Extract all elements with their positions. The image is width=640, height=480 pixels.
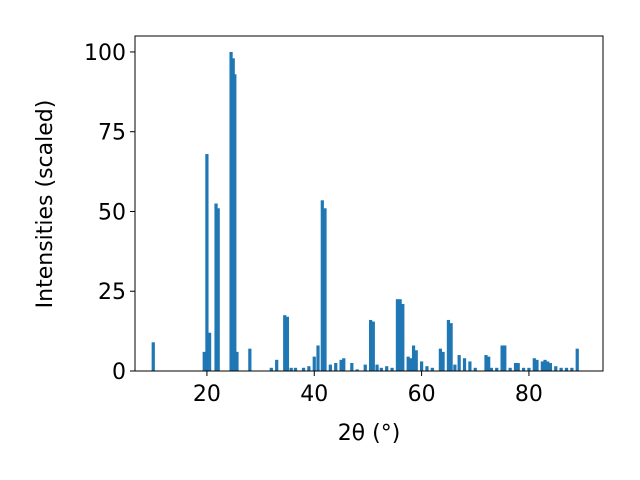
bar [207, 332, 212, 371]
bar [411, 345, 416, 371]
bar [500, 345, 504, 371]
bar [430, 367, 434, 371]
bar [339, 359, 343, 371]
bar [363, 364, 367, 371]
x-tick-label: 80 [515, 382, 543, 407]
bar [438, 348, 442, 371]
bar [334, 363, 338, 371]
bar [316, 345, 320, 371]
bar [285, 316, 290, 371]
bar [320, 200, 324, 371]
bar [554, 366, 558, 371]
bar [355, 369, 359, 371]
bar [441, 351, 445, 371]
bar [425, 366, 429, 371]
bar [275, 359, 279, 371]
bar [570, 367, 574, 371]
bar [289, 367, 293, 371]
bar [301, 367, 306, 371]
bar [473, 367, 477, 371]
x-tick-label: 20 [193, 382, 221, 407]
bar [390, 367, 394, 371]
x-axis-label: 2θ (°) [338, 421, 401, 446]
bar [205, 154, 209, 371]
bar [462, 358, 467, 371]
bar [216, 208, 220, 371]
bar [559, 367, 563, 371]
bar [489, 367, 493, 371]
bar [540, 361, 544, 371]
bar [350, 363, 354, 371]
bar [535, 359, 539, 371]
bar [202, 351, 206, 371]
bar [543, 359, 547, 371]
y-tick-label: 0 [112, 360, 126, 385]
bar [214, 203, 218, 371]
bar [235, 351, 239, 371]
bar [385, 366, 389, 371]
bar [546, 361, 550, 371]
bar [532, 358, 536, 371]
bar [233, 74, 237, 372]
bar [406, 356, 410, 371]
bar [409, 358, 413, 371]
plot-frame [134, 35, 604, 372]
bar [468, 361, 472, 371]
bar [449, 323, 453, 371]
bar [457, 355, 461, 371]
x-tick-label: 60 [408, 382, 436, 407]
bar [312, 356, 316, 371]
bar [521, 367, 526, 371]
bar [575, 348, 579, 371]
bar [401, 304, 405, 371]
y-axis-label: Intensities (scaled) [33, 100, 58, 309]
y-tick-label: 75 [98, 121, 126, 146]
bar [453, 364, 457, 371]
bar [516, 363, 520, 371]
bar [398, 299, 402, 371]
bar [375, 364, 379, 371]
bar [419, 361, 424, 371]
bar [495, 367, 499, 371]
y-tick-label: 100 [84, 41, 126, 66]
bar [487, 356, 491, 371]
bar [342, 358, 346, 371]
y-tick-label: 50 [98, 200, 126, 225]
x-tick-label: 40 [300, 382, 328, 407]
bar [527, 367, 531, 371]
bar [323, 208, 327, 371]
bar [484, 355, 488, 371]
bar [328, 364, 332, 371]
bar [151, 342, 155, 371]
bar [446, 319, 451, 371]
y-tick-label: 25 [98, 280, 126, 305]
bar [371, 321, 375, 371]
bar [293, 367, 298, 371]
bar [503, 345, 507, 371]
bar [395, 299, 400, 371]
bar [369, 319, 373, 371]
bar [269, 367, 273, 371]
bar [508, 367, 512, 371]
bar [548, 363, 553, 371]
bar [307, 366, 311, 371]
bar [283, 315, 287, 371]
bar [414, 350, 418, 371]
bar [564, 367, 569, 371]
bar [513, 363, 518, 371]
bar [248, 348, 252, 371]
bar [229, 51, 233, 371]
bar [379, 367, 383, 371]
